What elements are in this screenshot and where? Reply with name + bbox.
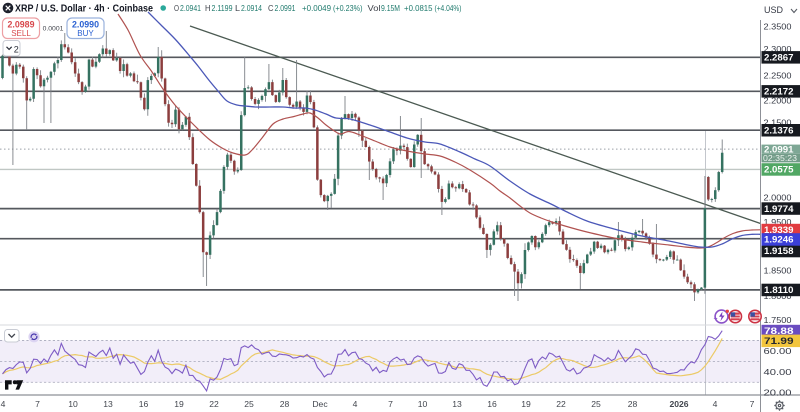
svg-text:L: L [235,4,240,13]
svg-text:Dec: Dec [312,399,328,409]
svg-text:19: 19 [174,399,184,409]
svg-text:O: O [174,4,179,13]
svg-text:(+4.04%): (+4.04%) [435,4,462,13]
svg-text:7: 7 [750,399,755,409]
svg-text:1.8500: 1.8500 [764,266,792,276]
svg-text:USD: USD [764,5,784,15]
svg-text:2.2867: 2.2867 [764,53,794,63]
svg-text:1.9339: 1.9339 [764,225,794,235]
svg-text:16: 16 [487,399,497,409]
svg-text:1.9774: 1.9774 [764,204,794,214]
svg-text:2.0989: 2.0989 [8,19,35,29]
svg-text:4: 4 [353,399,358,409]
svg-text:BUY: BUY [77,29,94,38]
svg-text:1.7500: 1.7500 [764,315,792,325]
svg-text:4: 4 [1,399,6,409]
svg-text:C: C [268,4,274,13]
svg-text:9.15M: 9.15M [381,4,400,13]
svg-text:2.0991: 2.0991 [764,144,794,154]
svg-text:2.2000: 2.2000 [764,96,792,106]
svg-text:2.0914: 2.0914 [241,4,262,13]
svg-text:22: 22 [556,399,566,409]
svg-text:78.88: 78.88 [764,326,794,336]
svg-text:2.1199: 2.1199 [212,4,233,13]
svg-text:2.0941: 2.0941 [180,4,201,13]
svg-text:2.1500: 2.1500 [764,118,792,128]
svg-text:60.00: 60.00 [764,346,792,356]
svg-text:13: 13 [452,399,462,409]
svg-text:7: 7 [35,399,40,409]
svg-text:1.9158: 1.9158 [764,246,794,256]
svg-text:Vol: Vol [368,4,381,13]
svg-text:H: H [205,4,211,13]
svg-text:28: 28 [628,399,638,409]
svg-text:02:35:23: 02:35:23 [763,154,797,163]
svg-text:19: 19 [521,399,531,409]
svg-text:(+0.23%): (+0.23%) [333,4,363,13]
svg-text:+0.0049: +0.0049 [302,4,331,13]
svg-text:20.00: 20.00 [764,388,792,398]
svg-text:16: 16 [139,399,149,409]
svg-text:10: 10 [418,399,428,409]
svg-text:25: 25 [244,399,254,409]
svg-text:7: 7 [388,399,393,409]
svg-text:SELL: SELL [11,29,31,38]
svg-text:0.0001: 0.0001 [43,25,64,32]
svg-text:2.2500: 2.2500 [764,70,792,80]
svg-text:2.0991: 2.0991 [275,4,296,13]
svg-text:1.8110: 1.8110 [764,285,794,295]
svg-text:25: 25 [591,399,601,409]
svg-text:1.9246: 1.9246 [764,235,794,245]
svg-text:1.9500: 1.9500 [764,217,792,227]
svg-text:2.0990: 2.0990 [72,19,99,29]
svg-text:13: 13 [103,399,113,409]
svg-text:10: 10 [68,399,78,409]
svg-text:2: 2 [14,44,19,54]
svg-text:2.3000: 2.3000 [764,44,792,54]
svg-text:28: 28 [280,399,290,409]
svg-text:2.1376: 2.1376 [764,125,794,135]
svg-text:2.0000: 2.0000 [764,193,792,203]
svg-text:4: 4 [713,399,718,409]
svg-text:2026: 2026 [669,399,688,409]
svg-text:71.99: 71.99 [764,336,794,346]
svg-text:40.00: 40.00 [764,367,792,377]
svg-text:XRP / U.S. Dollar · 4h · Coinb: XRP / U.S. Dollar · 4h · Coinbase [15,4,153,15]
svg-text:+0.0815: +0.0815 [404,4,433,13]
svg-text:2.2172: 2.2172 [764,87,794,97]
svg-text:22: 22 [209,399,219,409]
svg-text:2.3500: 2.3500 [764,22,792,32]
svg-text:2.0575: 2.0575 [764,165,794,175]
